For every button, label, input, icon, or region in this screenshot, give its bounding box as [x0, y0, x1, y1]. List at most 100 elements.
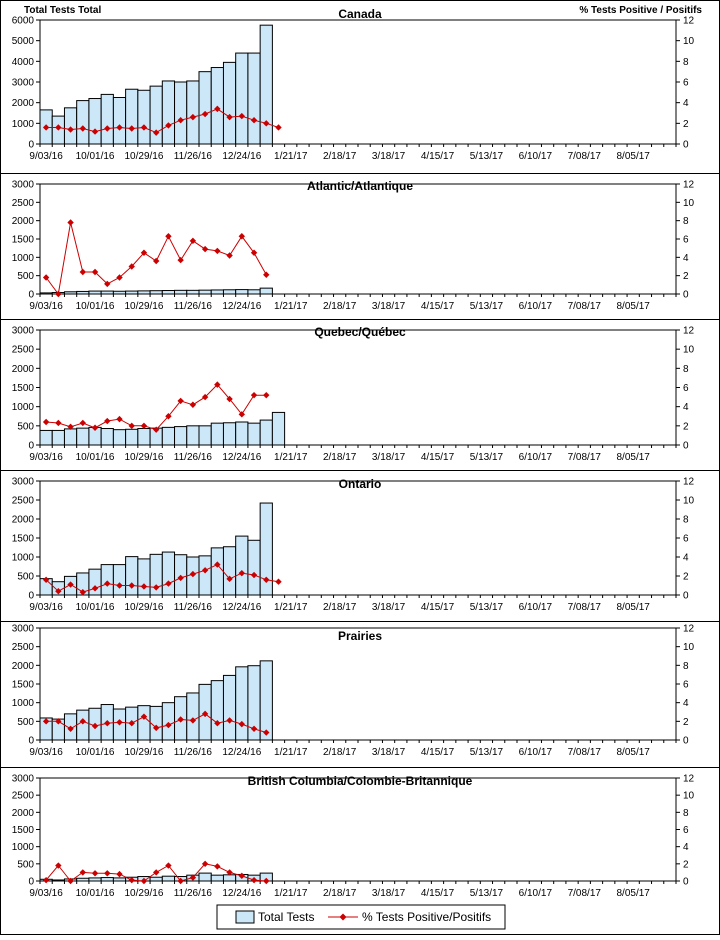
xtick-label: 12/24/16	[222, 151, 261, 162]
xtick-label: 8/05/17	[617, 452, 651, 463]
xtick-label: 2/18/17	[323, 301, 357, 312]
percent-positive-point	[116, 870, 123, 878]
xtick-label: 10/01/16	[76, 888, 115, 899]
left-ytick-label: 500	[17, 421, 34, 432]
percent-positive-point	[263, 576, 270, 583]
percent-positive-point	[128, 125, 135, 132]
right-ytick-label: 12	[683, 624, 695, 635]
xtick-label: 3/18/17	[372, 452, 406, 463]
percent-positive-point	[79, 718, 87, 725]
xtick-label: 9/03/16	[29, 452, 63, 463]
percent-positive-point	[189, 401, 197, 408]
chart-panel: Atlantic/Atlantique 0 500 1000 1500 2000 2500 3…	[12, 179, 695, 312]
total-tests-bar	[222, 546, 237, 596]
percent-positive-point	[140, 422, 148, 430]
percent-positive-point	[201, 567, 209, 574]
xtick-label: 7/08/17	[568, 888, 602, 899]
percent-positive-point	[91, 424, 99, 431]
total-tests-bar	[137, 290, 151, 295]
xtick-label: 7/08/17	[568, 602, 602, 613]
legend-bars-label: Total Tests	[258, 910, 314, 924]
percent-positive-point	[165, 233, 172, 240]
xtick-label: 12/24/16	[222, 888, 261, 899]
percent-positive-point	[201, 710, 209, 718]
xtick-label: 1/21/17	[274, 888, 308, 899]
xtick-label: 10/29/16	[124, 151, 163, 162]
percent-positive-point	[116, 415, 123, 423]
percent-positive-point	[189, 237, 197, 245]
percent-positive-point	[152, 426, 160, 433]
percent-positive-point	[263, 391, 270, 399]
xtick-label: 12/24/16	[222, 452, 261, 463]
chart-title: Prairies	[338, 629, 382, 643]
percent-positive-point	[140, 713, 148, 720]
percent-positive-point	[214, 105, 221, 113]
left-ytick-label: 1000	[12, 842, 35, 853]
percent-positive-point	[214, 381, 221, 388]
right-ytick-label: 4	[683, 253, 689, 264]
left-ytick-label: 2000	[12, 98, 35, 109]
percent-positive-point	[42, 274, 50, 281]
percent-positive-point	[226, 395, 233, 403]
total-tests-bar	[198, 872, 212, 882]
left-ytick-label: 1000	[12, 553, 35, 564]
total-tests-bar	[222, 874, 237, 882]
xtick-label: 10/29/16	[124, 452, 163, 463]
xtick-label: 2/18/17	[323, 151, 357, 162]
total-tests-bar	[161, 551, 176, 596]
percent-positive-point	[152, 129, 160, 136]
percent-positive-point	[201, 393, 209, 401]
percent-positive-point	[177, 117, 184, 124]
total-tests-bar	[88, 98, 102, 145]
percent-positive-point	[128, 422, 135, 430]
total-tests-bar	[174, 426, 188, 446]
xtick-label: 4/15/17	[421, 452, 455, 463]
xtick-label: 2/18/17	[323, 602, 357, 613]
right-ytick-label: 12	[683, 774, 695, 785]
percent-positive-point	[55, 862, 62, 869]
total-tests-bar	[161, 875, 176, 882]
percent-positive-point	[140, 583, 148, 590]
percent-positive-point	[116, 719, 123, 726]
total-tests-bar	[39, 292, 53, 295]
left-ytick-label: 5000	[12, 36, 35, 47]
percent-positive-point	[238, 233, 246, 240]
left-ytick-label: 3000	[12, 774, 35, 785]
left-ytick-label: 0	[28, 290, 34, 301]
chart-panel: Canada 0 1000 2000 3000 4000 5000 6000 0 2 4 6 8 10 12…	[12, 7, 695, 162]
percent-positive-point	[238, 872, 246, 880]
plot-area	[39, 183, 677, 295]
total-tests-bar	[210, 289, 224, 295]
left-ytick-label: 1500	[12, 235, 35, 246]
percent-positive-point	[116, 274, 123, 281]
percent-positive-point	[238, 569, 246, 577]
right-ytick-label: 2	[683, 119, 689, 130]
percent-positive-point	[152, 724, 160, 732]
total-tests-bar	[247, 52, 261, 145]
right-ytick-label: 12	[683, 180, 695, 191]
percent-positive-point	[152, 257, 160, 265]
left-ytick-label: 2000	[12, 216, 35, 227]
total-tests-bar	[76, 877, 90, 882]
xtick-label: 1/21/17	[274, 747, 308, 758]
percent-positive-point	[226, 869, 233, 876]
right-ytick-label: 0	[683, 736, 689, 747]
right-ytick-label: 10	[683, 791, 695, 802]
xtick-label: 6/10/17	[519, 602, 553, 613]
xtick-label: 9/03/16	[29, 301, 63, 312]
right-ytick-label: 10	[683, 345, 695, 356]
chart-title: Atlantic/Atlantique	[307, 179, 413, 193]
percent-positive-point	[214, 247, 221, 255]
plot-area	[39, 777, 677, 882]
total-tests-bar	[100, 564, 114, 596]
total-tests-bar	[186, 692, 200, 741]
total-tests-bar	[125, 428, 139, 446]
percent-positive-point	[67, 581, 74, 588]
left-ytick-label: 0	[28, 877, 34, 888]
percent-positive-point	[128, 582, 135, 589]
xtick-label: 5/13/17	[470, 602, 504, 613]
percent-positive-point	[79, 588, 87, 596]
chart-panel: Quebec/Québec 0 500 1000 1500 2000 2500 3000 0 2 4…	[12, 325, 695, 463]
xtick-label: 7/08/17	[568, 151, 602, 162]
total-tests-bar	[149, 290, 163, 295]
